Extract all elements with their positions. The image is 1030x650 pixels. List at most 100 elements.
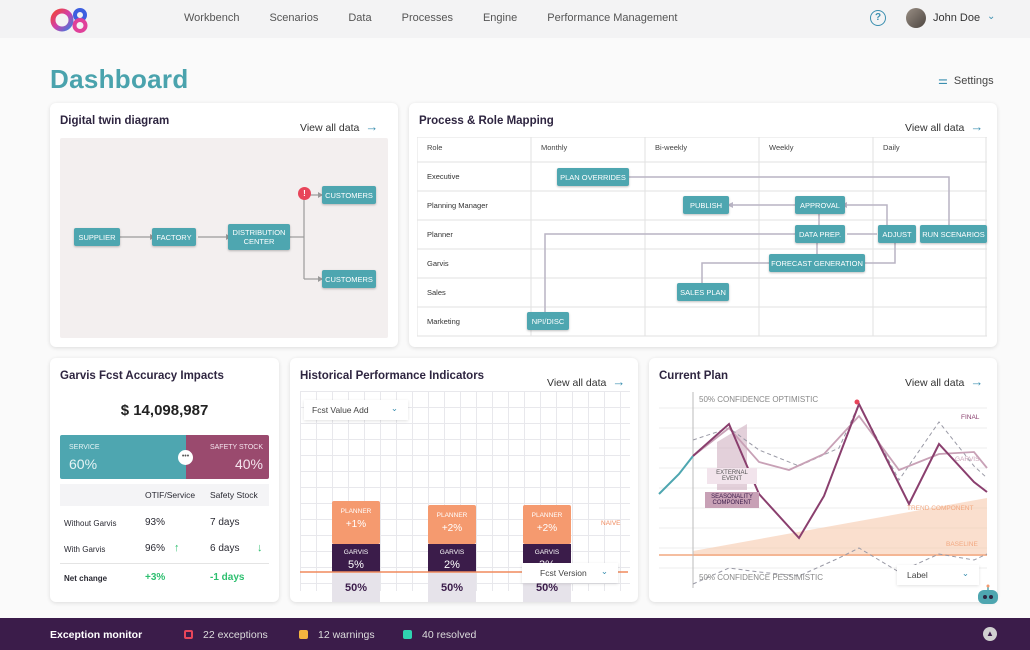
- label-dropdown[interactable]: Label ⌄: [897, 565, 979, 585]
- nav-performance-management[interactable]: Performance Management: [547, 12, 678, 24]
- npi-disc-node[interactable]: NPI/DISC: [527, 312, 569, 330]
- garvis-label: GARVIS: [344, 549, 369, 556]
- fcst-value-add-dropdown[interactable]: Fcst Value Add ⌄: [304, 400, 408, 420]
- exception-square-icon: [184, 630, 193, 639]
- naive-label: NAIVE: [601, 520, 621, 527]
- nav-data[interactable]: Data: [348, 12, 372, 24]
- header-otif: OTIF/Service: [145, 490, 196, 500]
- chevron-up-icon[interactable]: ▲: [983, 627, 997, 641]
- avatar[interactable]: [906, 8, 926, 28]
- fcst-version-dropdown[interactable]: Fcst Version ⌄: [522, 563, 618, 583]
- row-net-otif: +3%: [145, 572, 166, 583]
- data-prep-node[interactable]: DATA PREP.: [795, 225, 845, 243]
- row-with-stock: 6 days: [210, 543, 240, 554]
- plan-overrides-node[interactable]: PLAN OVERRIDES: [557, 168, 629, 186]
- chevron-down-icon: ⌄: [961, 568, 969, 578]
- help-icon[interactable]: ?: [870, 10, 886, 26]
- publish-node[interactable]: PUBLISH: [683, 196, 729, 214]
- role-garvis: Garvis: [427, 259, 449, 268]
- service-value: 60%: [69, 456, 98, 472]
- split-handle[interactable]: •••: [178, 450, 193, 465]
- role-sales: Sales: [427, 288, 446, 297]
- final-label: FINAL: [961, 414, 980, 421]
- run-scenarios-node[interactable]: RUN SCENARIOS: [920, 225, 987, 243]
- baseline-label: BASELINE: [946, 541, 978, 548]
- arrow-right-icon: →: [365, 119, 379, 134]
- warning-square-icon: [299, 630, 308, 639]
- page-title: Dashboard: [50, 64, 189, 94]
- planner-bar-segment: [523, 505, 571, 544]
- planner-value: +1%: [346, 519, 366, 530]
- nav-processes[interactable]: Processes: [401, 12, 453, 24]
- accuracy-impacts-card: Garvis Fcst Accuracy Impacts $ 14,098,98…: [50, 358, 279, 602]
- historical-title: Historical Performance Indicators: [300, 370, 485, 382]
- view-all-data-link[interactable]: View all data →: [300, 119, 378, 134]
- safety-segment: SAFETY STOCK 40%: [186, 435, 269, 479]
- accuracy-amount: $ 14,098,987: [120, 402, 209, 419]
- o8-logo[interactable]: [50, 6, 94, 34]
- arrow-right-icon: →: [970, 119, 984, 134]
- view-all-data-link[interactable]: View all data →: [905, 374, 983, 389]
- garvis-label: GARVIS: [535, 549, 560, 556]
- view-all-data-link[interactable]: View all data →: [905, 119, 983, 134]
- historical-bars-svg: PLANNER +1% GARVIS 5% 50% PLANNER +2% GARVIS 2% 5…: [300, 501, 628, 602]
- accuracy-title: Garvis Fcst Accuracy Impacts: [60, 370, 224, 382]
- safety-label: SAFETY STOCK: [209, 444, 263, 451]
- forecast-generation-node[interactable]: FORECAST GENERATION: [769, 254, 865, 272]
- settings-button[interactable]: ⚌ Settings: [938, 74, 994, 87]
- approval-node[interactable]: APPROVAL: [795, 196, 845, 214]
- safety-value: 40%: [234, 456, 263, 472]
- resolved-count[interactable]: 40 resolved: [403, 629, 476, 641]
- planner-label: PLANNER: [437, 512, 468, 519]
- chevron-down-icon: ⌄: [600, 566, 608, 576]
- factory-node[interactable]: FACTORY: [152, 228, 196, 246]
- dashboard-main: Dashboard ⚌ Settings Digital twin diagram…: [0, 38, 1030, 618]
- exceptions-count[interactable]: 22 exceptions: [184, 629, 268, 641]
- planner-bar-segment: [332, 501, 380, 544]
- alert-icon[interactable]: !: [298, 187, 311, 200]
- total-value: 50%: [441, 582, 463, 594]
- process-map-title: Process & Role Mapping: [419, 115, 554, 127]
- distribution-center-node[interactable]: DISTRIBUTION CENTER: [228, 224, 290, 250]
- row-label-net: Net change: [64, 574, 108, 583]
- view-all-data-link[interactable]: View all data →: [547, 374, 625, 389]
- customers-node-2[interactable]: CUSTOMERS: [322, 270, 376, 288]
- divider: [60, 563, 269, 564]
- digital-twin-title: Digital twin diagram: [60, 115, 170, 127]
- arrow-right-icon: →: [970, 374, 984, 389]
- sales-plan-node[interactable]: SALES PLAN: [677, 283, 729, 301]
- warnings-count[interactable]: 12 warnings: [299, 629, 375, 641]
- user-name[interactable]: John Doe: [933, 12, 981, 24]
- nav-workbench[interactable]: Workbench: [184, 12, 240, 24]
- robot-assistant-icon[interactable]: [975, 584, 1001, 604]
- dropdown-label: Label: [907, 570, 928, 580]
- nav-engine[interactable]: Engine: [482, 12, 518, 24]
- row-label-without: Without Garvis: [64, 519, 117, 528]
- customers-node-1[interactable]: CUSTOMERS: [322, 186, 376, 204]
- resolved-square-icon: [403, 630, 412, 639]
- view-all-label: View all data: [300, 122, 360, 134]
- service-safety-split[interactable]: SERVICE 60% SAFETY STOCK 40% •••: [60, 435, 269, 479]
- role-marketing: Marketing: [427, 317, 460, 326]
- nav-scenarios[interactable]: Scenarios: [269, 12, 319, 24]
- accuracy-table: OTIF/Service Safety Stock Without Garvis…: [60, 484, 269, 596]
- adjust-node[interactable]: ADJUST: [878, 225, 916, 243]
- resolved-text: 40 resolved: [422, 629, 477, 641]
- row-with-otif: 96%: [145, 543, 166, 554]
- supplier-node[interactable]: SUPPLIER: [74, 228, 120, 246]
- trend-area: [693, 498, 987, 556]
- external-event-tag: EXTERNAL EVENT: [707, 468, 757, 484]
- chevron-down-icon[interactable]: ⌄: [987, 11, 996, 22]
- arrow-right-icon: →: [612, 374, 626, 389]
- digital-twin-card: Digital twin diagram View all data →: [50, 103, 398, 347]
- exception-monitor-label: Exception monitor: [50, 629, 143, 641]
- col-header-biweekly: Bi-weekly: [655, 143, 688, 152]
- view-all-label: View all data: [547, 377, 607, 389]
- process-map-grid: Role Monthly Bi-weekly Weekly Daily Exec…: [417, 137, 987, 337]
- planner-value: +2%: [442, 523, 462, 534]
- planner-label: PLANNER: [532, 512, 563, 519]
- base-bar-segment: [332, 572, 380, 602]
- digital-twin-canvas: SUPPLIER FACTORY DISTRIBUTION CENTER CUS…: [60, 138, 388, 338]
- col-header-role: Role: [427, 143, 443, 152]
- trend-label: TREND COMPONENT: [907, 505, 974, 512]
